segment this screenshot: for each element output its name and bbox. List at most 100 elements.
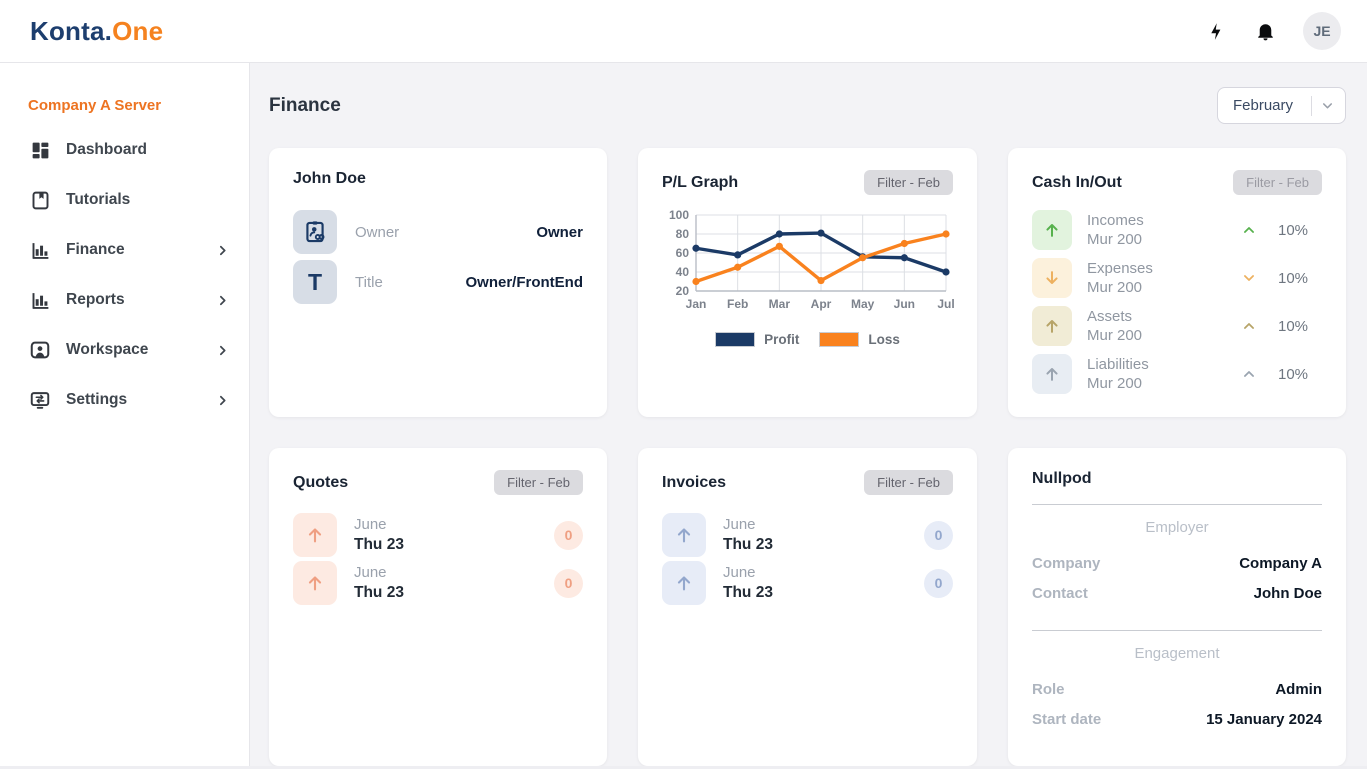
legend-item-profit: Profit [715,332,799,347]
row-value: 15 January 2024 [1206,710,1322,728]
trend-up-icon [1242,223,1278,237]
server-label[interactable]: Company A Server [28,97,162,114]
cash-in-out-card: Cash In/Out Filter - Feb Incomes Mur 200 [1008,148,1346,417]
cash-row-percent: 10% [1278,365,1309,383]
profile-card: John Doe Owner Owner T Title Owner/Front… [269,148,607,417]
row-label: Company [1032,554,1101,572]
bar-chart-icon [28,288,52,312]
trend-up-icon [1242,367,1278,381]
arrow-up-icon [1032,354,1072,394]
cash-row-percent: 10% [1278,221,1309,239]
cash-row-incomes: Incomes Mur 200 10% [1032,210,1322,250]
nullpod-row-role: Role Admin [1032,674,1322,704]
sidebar-item-label: Tutorials [66,191,131,208]
arrow-up-icon [662,561,706,605]
svg-text:May: May [851,297,875,311]
profile-title-row: T Title Owner/FrontEnd [293,260,583,304]
sidebar-item-finance[interactable]: Finance [28,225,229,275]
svg-text:Feb: Feb [727,297,748,311]
row-label: Role [1032,680,1065,698]
svg-text:Apr: Apr [811,297,832,311]
monitor-transfer-icon [28,388,52,412]
sidebar-item-dashboard[interactable]: Dashboard [28,125,229,175]
cash-filter-badge[interactable]: Filter - Feb [1233,170,1322,195]
svg-text:40: 40 [676,265,690,279]
row-value: John Doe [1253,584,1322,602]
section-heading-employer: Employer [1145,519,1209,536]
arrow-up-icon [662,513,706,557]
quotes-card: Quotes Filter - Feb June Thu 23 0 [269,448,607,766]
svg-text:60: 60 [676,246,690,260]
quotes-card-title: Quotes [293,473,349,491]
svg-text:20: 20 [676,284,690,298]
invoices-card: Invoices Filter - Feb June Thu 23 0 [638,448,977,766]
bell-icon[interactable] [1253,19,1277,43]
avatar-initials: JE [1313,23,1331,39]
row-value: Admin [1275,680,1322,698]
profile-owner-row: Owner Owner [293,210,583,254]
invoice-list-item[interactable]: June Thu 23 0 [662,561,953,605]
person-badge-icon [28,338,52,362]
trend-up-icon [1242,319,1278,333]
bar-chart-icon [28,238,52,262]
cash-row-percent: 10% [1278,317,1309,335]
section-heading-engagement: Engagement [1134,645,1220,662]
svg-text:Jun: Jun [894,297,915,311]
invoice-day: Thu 23 [723,583,773,601]
quote-month: June [354,515,387,533]
main-content: Finance February John Doe [250,63,1367,766]
svg-text:100: 100 [669,208,689,222]
cash-row-amount: Mur 200 [1087,279,1143,296]
topbar: Konta.One JE [0,0,1367,63]
chevron-right-icon [216,294,229,307]
quote-list-item[interactable]: June Thu 23 0 [293,561,583,605]
invoice-list-item[interactable]: June Thu 23 0 [662,513,953,557]
page-title: Finance [269,94,341,116]
invoices-card-title: Invoices [662,473,727,491]
nullpod-row-start-date: Start date 15 January 2024 [1032,704,1322,734]
chevron-right-icon [216,394,229,407]
cash-row-percent: 10% [1278,269,1309,287]
invoices-filter-badge[interactable]: Filter - Feb [864,470,953,495]
svg-text:Jan: Jan [686,297,707,311]
invoice-month: June [723,563,756,581]
row-value: Company A [1239,554,1322,572]
arrow-down-icon [1032,258,1072,298]
sidebar-item-tutorials[interactable]: Tutorials [28,175,229,225]
divider [1032,504,1322,505]
quotes-filter-badge[interactable]: Filter - Feb [494,470,583,495]
sidebar-item-reports[interactable]: Reports [28,275,229,325]
legend-label: Loss [868,332,900,347]
cash-row-assets: Assets Mur 200 10% [1032,306,1322,346]
flash-icon[interactable] [1203,19,1227,43]
quote-day: Thu 23 [354,535,404,553]
month-select[interactable]: February [1217,87,1346,124]
profit-swatch [715,332,756,347]
quote-count-badge: 0 [554,568,583,598]
arrow-up-icon [293,513,337,557]
cash-row-name: Incomes [1087,211,1144,229]
svg-text:80: 80 [676,227,690,241]
avatar[interactable]: JE [1303,12,1341,50]
sidebar-item-workspace[interactable]: Workspace [28,325,229,375]
nullpod-row-company: Company Company A [1032,548,1322,578]
nullpod-card-title: Nullpod [1032,470,1092,487]
chevron-right-icon [216,344,229,357]
main-header: Finance February [269,85,1346,126]
nullpod-card: Nullpod Employer Company Company A Conta… [1008,448,1346,766]
cards-grid: John Doe Owner Owner T Title Owner/Front… [269,148,1346,766]
legend-item-loss: Loss [819,332,900,347]
chevron-down-icon [1320,98,1335,113]
pl-chart: 20 40 60 80 100 Jan Feb Mar Apr May Jun Jul [662,207,955,320]
sidebar-item-label: Reports [66,291,125,308]
sidebar-item-label: Finance [66,241,125,258]
cash-row-amount: Mur 200 [1087,231,1143,248]
pl-filter-badge[interactable]: Filter - Feb [864,170,953,195]
sidebar-item-label: Workspace [66,341,149,358]
sidebar: Company A Server Dashboard Tutorials Fin… [0,63,250,766]
sidebar-item-settings[interactable]: Settings [28,375,229,425]
quote-list-item[interactable]: June Thu 23 0 [293,513,583,557]
cash-card-title: Cash In/Out [1032,173,1122,191]
quote-day: Thu 23 [354,583,404,601]
id-badge-icon [293,210,337,254]
